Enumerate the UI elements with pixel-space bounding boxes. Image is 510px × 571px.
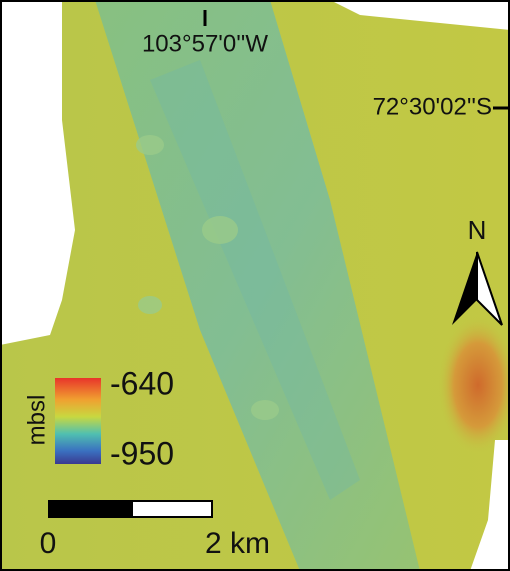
longitude-label: 103°57'0''W [142,30,268,57]
legend-min: -950 [110,435,174,471]
north-label: N [468,215,487,245]
scale-start: 0 [40,527,57,560]
scale-bar-black [48,500,132,518]
legend-unit: mbsl [23,395,50,446]
scale-end: 2 km [205,527,270,560]
legend-max: -640 [110,365,174,401]
latitude-label: 72°30'02''S [373,93,492,120]
map: 103°57'0''W 72°30'02''S N -640 -950 mbsl… [0,0,510,571]
color-bar [55,378,101,464]
scale-bar-white [132,501,212,517]
